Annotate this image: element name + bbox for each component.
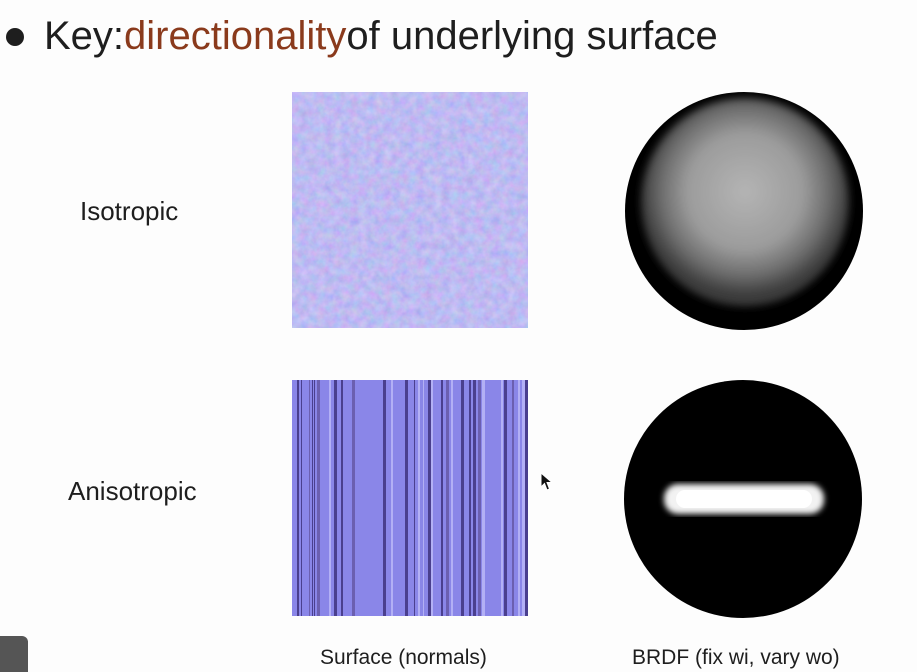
row-label-isotropic: Isotropic: [80, 196, 179, 226]
caption-surface: Surface (normals): [320, 646, 487, 669]
video-overlay-corner: [0, 636, 28, 672]
anisotropic-surface-image: [292, 380, 528, 616]
headline-bullet: Key: directionality of underlying surfac…: [6, 14, 718, 59]
isotropic-surface-image: [292, 92, 528, 328]
isotropic-brdf-image: [625, 92, 863, 330]
headline-accent: directionality: [124, 14, 347, 58]
row-label-anisotropic: Anisotropic: [68, 476, 197, 506]
bullet-dot-icon: [6, 27, 24, 46]
anisotropic-brdf-image: [624, 380, 862, 618]
headline-prefix: Key:: [44, 14, 125, 58]
caption-brdf: BRDF (fix wi, vary wo): [632, 646, 840, 669]
headline-suffix: of underlying surface: [346, 14, 718, 58]
mouse-cursor-icon: [540, 472, 554, 491]
